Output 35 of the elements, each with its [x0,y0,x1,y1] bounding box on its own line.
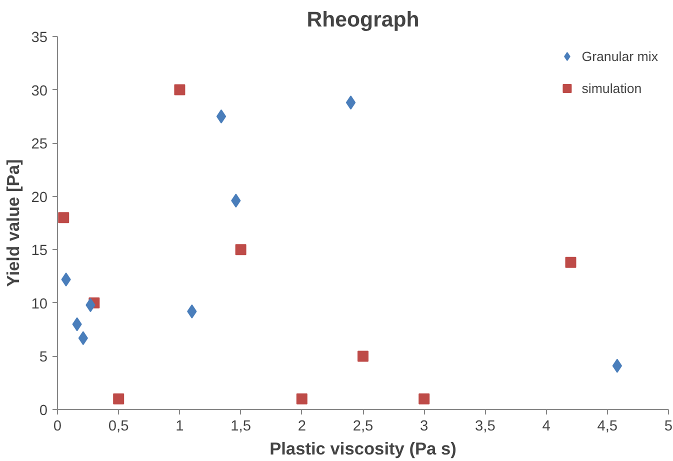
chart-title: Rheograph [306,8,420,32]
x-tick-label: 4,5 [597,418,618,434]
point [174,84,186,96]
point [346,96,356,110]
y-tick-label: 0 [39,403,48,419]
x-tick-label: 2,5 [352,418,374,434]
x-tick-label: 1,5 [230,418,251,434]
y-tick-label: 20 [31,190,48,206]
x-tick-label: 3 [420,418,428,434]
point [565,256,576,268]
x-tick-label: 0,5 [108,418,129,434]
x-tick-label: 5 [664,418,673,434]
x-tick-label: 1 [176,418,184,434]
y-tick-label: 10 [31,296,48,312]
x-tick-label: 4 [542,418,550,434]
x-tick-label: 0 [53,418,62,434]
point [612,358,622,373]
legend-label: Granular mix [582,48,658,64]
point [418,393,430,404]
y-tick-label: 35 [31,30,48,46]
legend-label: simulation [582,80,642,96]
x-tick-label: 3,5 [475,418,496,434]
point [113,393,124,404]
y-tick-label: 5 [39,350,48,366]
point [58,212,70,224]
x-tick-label: 2 [298,418,306,434]
point [216,109,226,124]
point [296,393,308,404]
y-axis-title: Yield value [Pa] [3,159,24,287]
y-tick-label: 15 [31,243,48,260]
y-tick-label: 25 [31,136,48,153]
x-axis-title: Plastic viscosity (Pa s) [270,438,456,458]
y-tick-label: 30 [31,83,48,100]
point [358,350,368,362]
point [235,244,246,256]
